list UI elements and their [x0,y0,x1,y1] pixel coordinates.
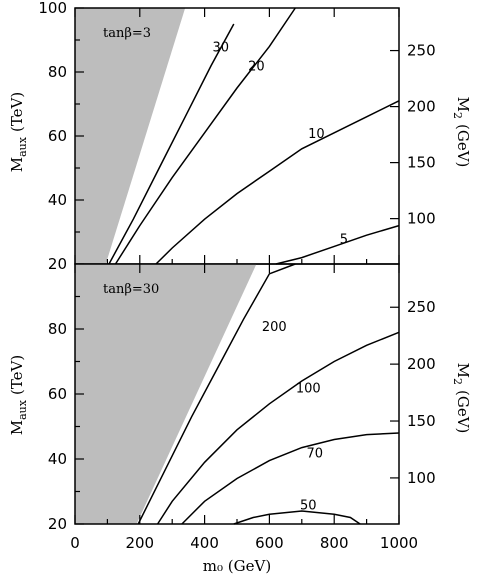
contour-label: 30 [213,40,230,55]
left-axis-title-bottom: Maux(TeV) [8,355,29,435]
y-tick-label: 60 [48,385,67,403]
panel-label: tanβ=3 [103,26,151,41]
y-tick-label: 40 [48,450,67,468]
y2-tick-label: 100 [407,210,436,228]
x-tick-label: 1000 [380,534,418,552]
y-tick-label: 40 [48,191,67,209]
y-tick-label: 80 [48,63,67,81]
y2-tick-label: 100 [407,469,436,487]
bottom-panel: 20 40 60 80 100 150 200 250 0 200 400 600 800 1000 tan… [48,263,436,552]
x-tick-label: 0 [70,534,80,552]
x-tick-label: 200 [125,534,154,552]
y-tick-label: 20 [48,255,67,273]
panel-label: tanβ=30 [103,282,159,297]
contour-line-5 [275,224,400,265]
contour-line-200 [137,263,296,525]
contour-label: 5 [340,232,348,247]
y2-tick-label: 150 [407,412,436,430]
contour-label: 100 [296,382,321,397]
contour-line-50 [233,510,361,525]
contour-line-100 [156,331,400,525]
left-axis-title-top: Maux(TeV) [8,92,29,172]
y-tick-label: 60 [48,127,67,145]
y2-tick-label: 250 [407,42,436,60]
x-tick-label: 800 [320,534,349,552]
y-tick-label: 80 [48,320,67,338]
y-tick-label: 100 [38,0,67,17]
contour-line-70 [181,432,400,525]
contour-label: 20 [248,60,265,75]
contour-label: 200 [262,320,287,335]
contour-label: 50 [300,499,317,514]
contour-line-20 [114,7,296,265]
y2-tick-label: 200 [407,98,436,116]
contour-label: 70 [306,447,323,462]
contour-line-30 [108,23,235,265]
contour-line-10 [155,100,400,265]
x-axis-title: m₀ (GeV) [203,557,271,575]
top-panel: 20 40 60 80 100 100 150 200 250 tanβ=3 30 20 10 5 [38,0,435,273]
y2-tick-label: 150 [407,154,436,172]
right-axis-title-bottom: M2(GeV) [451,363,472,434]
y2-tick-label: 250 [407,298,436,316]
right-axis-title-top: M2(GeV) [451,97,472,168]
excluded-region [75,8,186,264]
y2-tick-label: 200 [407,355,436,373]
excluded-region [75,264,257,524]
x-tick-label: 400 [190,534,219,552]
x-tick-label: 600 [255,534,284,552]
contour-label: 10 [308,127,325,142]
y-tick-label: 20 [48,515,67,533]
